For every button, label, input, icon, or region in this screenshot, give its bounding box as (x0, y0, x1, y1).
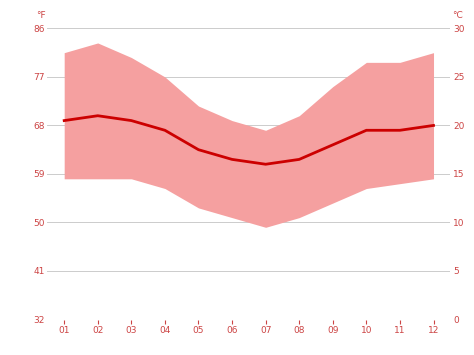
Text: °F: °F (36, 11, 46, 20)
Text: °C: °C (452, 11, 463, 20)
